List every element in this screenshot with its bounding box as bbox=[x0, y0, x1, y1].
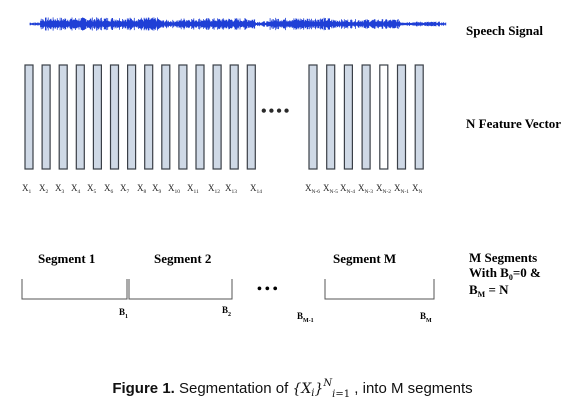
segment-m-label: Segment M bbox=[333, 251, 396, 266]
feature-index-label: X1 bbox=[22, 183, 32, 195]
boundary-b2: B2 bbox=[222, 305, 231, 318]
feature-vector-bar bbox=[229, 64, 239, 170]
feature-vector-bar bbox=[343, 64, 353, 170]
b0-condition-label: With B0=0 & bbox=[469, 265, 541, 282]
feature-index-label: X14 bbox=[250, 183, 262, 195]
caption-math: {Xi}Ni=1 bbox=[292, 378, 351, 400]
feature-vector-bar bbox=[414, 64, 424, 170]
feature-index-label: X12 bbox=[208, 183, 220, 195]
feature-index-label: XN-2 bbox=[376, 183, 391, 195]
feature-vector-bar bbox=[246, 64, 256, 170]
feature-vector-bar bbox=[24, 64, 34, 170]
segmentation-diagram: Speech Signal •••• N Feature Vector X1 X2… bbox=[21, 17, 561, 324]
feature-index-label: X2 bbox=[39, 183, 49, 195]
speech-signal-label: Speech Signal bbox=[466, 23, 543, 38]
feature-index-label: X8 bbox=[137, 183, 147, 195]
caption-text: Segmentation of bbox=[174, 380, 293, 397]
feature-vector-bar bbox=[195, 64, 205, 170]
feature-vector-bar bbox=[161, 64, 171, 170]
feature-vectors-right bbox=[308, 64, 424, 170]
boundary-bm: BM bbox=[420, 311, 432, 324]
feature-index-labels: X1 X2 X3 X4 X5 X6 X7 X8 X9 X10 X11 X12 X13 X14 XN-6 XN-… bbox=[22, 183, 423, 195]
feature-index-label: X4 bbox=[71, 183, 81, 195]
feature-index-label: XN-5 bbox=[323, 183, 338, 195]
segment-2-bracket bbox=[128, 279, 233, 300]
feature-vector-bar bbox=[212, 64, 222, 170]
caption-tail: , into M segments bbox=[350, 380, 473, 397]
feature-vector-bar bbox=[126, 64, 137, 170]
feature-vector-bar bbox=[75, 64, 85, 170]
feature-vector-bar bbox=[379, 64, 389, 170]
speech-waveform-trace bbox=[29, 17, 447, 31]
figure-caption: Figure 1. Segmentation of {Xi}Ni=1 , int… bbox=[0, 378, 585, 400]
feature-vector-bar bbox=[58, 64, 68, 170]
feature-vector-bar bbox=[41, 64, 51, 170]
caption-prefix: Figure 1. bbox=[112, 380, 175, 397]
boundary-b1: B1 bbox=[119, 307, 128, 320]
feature-index-label: X7 bbox=[120, 183, 130, 195]
feature-vector-bar bbox=[361, 64, 371, 170]
feature-index-label: X6 bbox=[104, 183, 114, 195]
feature-vector-bar bbox=[144, 64, 154, 170]
feature-vectors-left bbox=[24, 64, 256, 170]
feature-index-label: XN bbox=[412, 183, 423, 195]
feature-vector-bar bbox=[178, 64, 188, 170]
feature-vector-bar bbox=[326, 64, 336, 170]
feature-index-label: XN-4 bbox=[340, 183, 355, 195]
bm-condition-label: BM = N bbox=[469, 282, 509, 299]
boundary-bm-1: BM-1 bbox=[297, 311, 314, 324]
segment-2-label: Segment 2 bbox=[154, 251, 211, 266]
feature-vector-bar bbox=[308, 64, 318, 170]
feature-index-label: X10 bbox=[168, 183, 180, 195]
feature-ellipsis: •••• bbox=[261, 103, 291, 120]
feature-index-label: XN-6 bbox=[305, 183, 320, 195]
feature-vector-bar bbox=[109, 64, 120, 170]
feature-index-label: XN-1 bbox=[394, 183, 409, 195]
feature-vector-bar bbox=[396, 64, 407, 170]
segment-brackets bbox=[21, 279, 435, 300]
segment-1-label: Segment 1 bbox=[38, 251, 95, 266]
feature-index-label: X3 bbox=[55, 183, 65, 195]
feature-index-label: X11 bbox=[187, 183, 199, 195]
feature-index-label: X13 bbox=[225, 183, 237, 195]
speech-waveform bbox=[29, 17, 447, 31]
segment-ellipsis: ••• bbox=[257, 282, 281, 297]
feature-index-label: XN-3 bbox=[358, 183, 373, 195]
m-segments-label: M Segments bbox=[469, 250, 537, 265]
feature-index-label: X5 bbox=[87, 183, 97, 195]
segment-m-bracket bbox=[324, 279, 435, 300]
segment-1-bracket bbox=[21, 279, 128, 300]
feature-vector-bar bbox=[92, 64, 103, 170]
feature-vector-label: N Feature Vector bbox=[466, 116, 561, 131]
feature-index-label: X9 bbox=[152, 183, 162, 195]
